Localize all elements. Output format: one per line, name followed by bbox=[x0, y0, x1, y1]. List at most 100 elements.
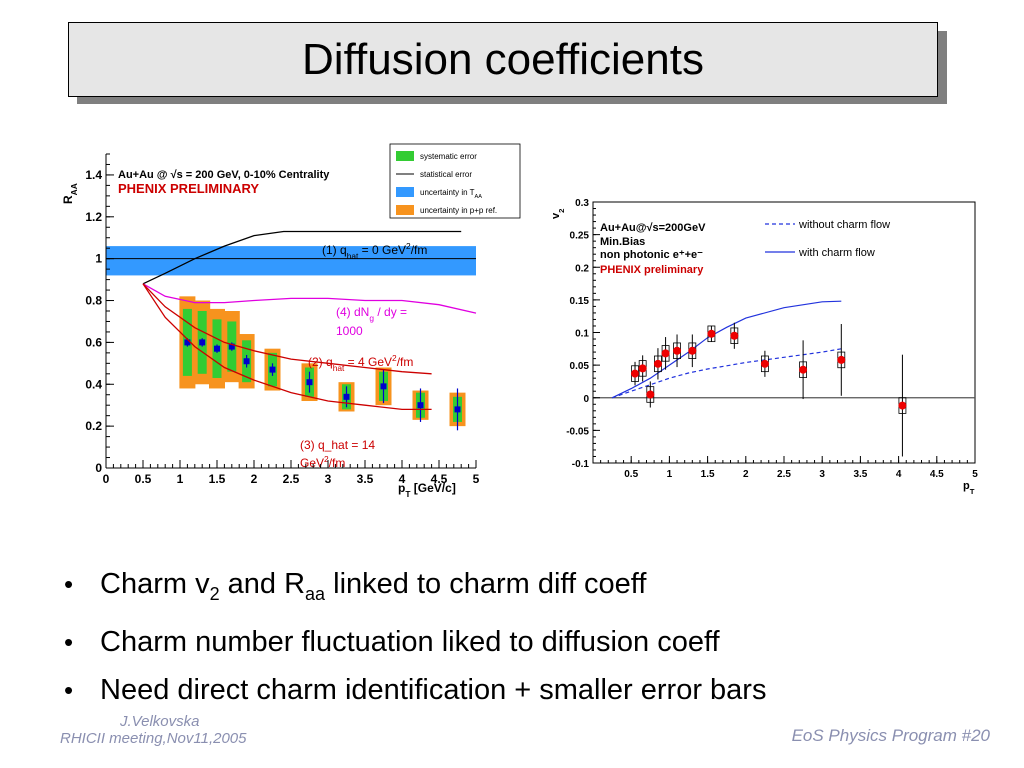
data-point bbox=[638, 364, 647, 373]
y-tick-label: 0.1 bbox=[575, 329, 589, 340]
y-tick-label: -0.1 bbox=[572, 459, 590, 470]
preliminary-label: PHENIX PRELIMINARY bbox=[118, 181, 259, 196]
legend-label-without: without charm flow bbox=[798, 219, 890, 231]
y-tick-label: 0.3 bbox=[575, 198, 589, 209]
y-tick-label: -0.05 bbox=[566, 426, 589, 437]
y-tick-label: 0.4 bbox=[85, 377, 102, 391]
x-tick-label: 4 bbox=[896, 469, 902, 480]
y-tick-label: 1 bbox=[95, 252, 102, 266]
legend-label: statistical error bbox=[420, 170, 472, 179]
curve-dng-dy-1000 bbox=[142, 283, 477, 314]
legend-label: systematic error bbox=[420, 152, 477, 161]
x-tick-label: 4.5 bbox=[930, 469, 944, 480]
data-point bbox=[688, 346, 697, 355]
data-point bbox=[730, 331, 739, 340]
data-point bbox=[214, 345, 220, 352]
legend-swatch bbox=[396, 205, 414, 215]
curve-label-qhat-14: (3) q_hat = 14 bbox=[300, 438, 375, 452]
x-tick-label: 2 bbox=[251, 472, 258, 486]
data-point bbox=[454, 406, 461, 413]
x-tick-label: 2 bbox=[743, 469, 749, 480]
x-tick-label: 3.5 bbox=[357, 472, 374, 486]
bullet-item: • Charm v2 and Raa linked to charm diff c… bbox=[64, 568, 647, 604]
x-axis-label: pT bbox=[963, 480, 975, 496]
curve-label-qhat-0: (1) qhat = 0 GeV2/fm bbox=[322, 241, 427, 261]
footer-slide-number: EoS Physics Program #20 bbox=[791, 726, 990, 745]
data-point bbox=[760, 359, 769, 368]
legend-label: uncertainty in p+p ref. bbox=[420, 206, 497, 215]
bullet-item: • Need direct charm identification + smal… bbox=[64, 673, 767, 706]
header-line-1: Au+Au@√s=200GeV bbox=[600, 222, 706, 234]
x-tick-label: 4.5 bbox=[431, 472, 448, 486]
x-tick-label: 0.5 bbox=[624, 469, 638, 480]
x-tick-label: 1 bbox=[667, 469, 673, 480]
bullet-item: • Charm number fluctuation liked to diffu… bbox=[64, 625, 720, 658]
curve-label-qhat-4: (2) qhat = 4 GeV2/fm bbox=[308, 353, 413, 373]
y-tick-label: 0 bbox=[583, 394, 589, 405]
data-point bbox=[243, 358, 250, 365]
data-point bbox=[417, 402, 424, 409]
y-tick-label: 0 bbox=[95, 461, 102, 475]
y-axis-label: v2 bbox=[550, 209, 566, 219]
x-tick-label: 5 bbox=[473, 472, 480, 486]
y-tick-label: 1.2 bbox=[85, 210, 102, 224]
data-point bbox=[653, 359, 662, 368]
curve-label-dng-dy: (4) dNg / dy = bbox=[336, 305, 407, 323]
header-line-4: PHENIX preliminary bbox=[600, 264, 704, 276]
x-tick-label: 1 bbox=[177, 472, 184, 486]
x-axis-label: pT [GeV/c] bbox=[398, 481, 456, 499]
data-point bbox=[343, 393, 350, 400]
chart-header: Au+Au @ √s = 200 GeV, 0-10% Centrality bbox=[118, 169, 330, 181]
taa-band bbox=[106, 246, 476, 276]
y-tick-label: 0.25 bbox=[570, 231, 590, 242]
curve-qhat-14 bbox=[142, 283, 432, 411]
bullet-list: • Charm v2 and Raa linked to charm diff c… bbox=[58, 560, 978, 714]
legend-swatch bbox=[396, 151, 414, 161]
curve-label-dng-dy-value: 1000 bbox=[336, 324, 363, 338]
x-tick-label: 3.5 bbox=[853, 469, 867, 480]
data-point bbox=[837, 355, 846, 364]
x-tick-label: 5 bbox=[972, 469, 978, 480]
footer-author-block: J.Velkovska RHICII meeting,Nov11,2005 bbox=[60, 713, 246, 747]
curve-without-charm-flow bbox=[611, 348, 842, 399]
data-point bbox=[631, 369, 640, 378]
x-tick-label: 2.5 bbox=[283, 472, 300, 486]
y-tick-label: 0.2 bbox=[575, 263, 589, 274]
header-line-3: non photonic e⁺+e⁻ bbox=[600, 249, 703, 261]
x-tick-label: 0 bbox=[103, 472, 110, 486]
legend-swatch bbox=[396, 187, 414, 197]
x-tick-label: 1.5 bbox=[209, 472, 226, 486]
data-point bbox=[228, 343, 235, 350]
header-line-2: Min.Bias bbox=[600, 236, 645, 248]
title-box: Diffusion coefficients bbox=[68, 22, 938, 97]
x-tick-label: 4 bbox=[399, 472, 406, 486]
y-tick-label: 0.6 bbox=[85, 335, 102, 349]
y-tick-label: 0.15 bbox=[570, 296, 590, 307]
x-tick-label: 3 bbox=[325, 472, 332, 486]
plot-frame bbox=[592, 201, 976, 464]
legend-label: uncertainty in TAA bbox=[420, 188, 482, 200]
data-point bbox=[380, 383, 387, 390]
curve-qhat-0 bbox=[142, 230, 462, 285]
legend-label-with: with charm flow bbox=[798, 247, 875, 259]
y-tick-label: 0.2 bbox=[85, 419, 102, 433]
footer-meeting: RHICII meeting,Nov11,2005 bbox=[60, 730, 247, 747]
data-point bbox=[898, 401, 907, 410]
data-point bbox=[661, 349, 670, 358]
data-point bbox=[199, 339, 206, 346]
x-tick-label: 3 bbox=[819, 469, 825, 480]
footer-author: J.Velkovska bbox=[120, 713, 200, 730]
v2-chart: 0.5 1 1.5 2 2.5 3 3.5 4 4.5 5 -0.1 -0.05 0 0.05 0.1 0.1… bbox=[550, 198, 978, 496]
x-tick-label: 2.5 bbox=[777, 469, 791, 480]
y-tick-label: 1.4 bbox=[85, 168, 102, 182]
y-tick-label: 0.05 bbox=[570, 361, 590, 372]
data-point bbox=[646, 390, 655, 399]
x-tick-label: 0.5 bbox=[135, 472, 152, 486]
y-axis-label: RAA bbox=[61, 183, 79, 204]
slide-title: Diffusion coefficients bbox=[302, 34, 704, 84]
data-point bbox=[799, 365, 808, 374]
raa-chart: (1) qhat = 0 GeV2/fm (4) dNg / dy =1000 (2… bbox=[61, 143, 521, 499]
data-point bbox=[707, 329, 716, 338]
y-tick-label: 0.8 bbox=[85, 294, 102, 308]
curve-qhat-4 bbox=[142, 283, 432, 375]
